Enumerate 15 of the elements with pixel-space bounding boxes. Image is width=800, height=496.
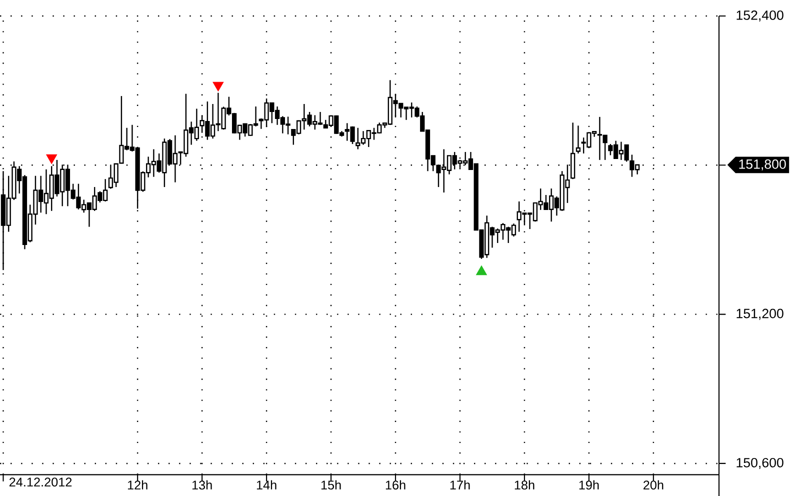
x-axis-title: 24.12.2012 xyxy=(9,478,72,487)
x-tick-label: 13h xyxy=(192,480,212,490)
text: 151,800 xyxy=(739,159,786,170)
x-tick-label: 17h xyxy=(450,480,470,490)
x-tick-label: 15h xyxy=(321,480,341,490)
candlestick xyxy=(576,125,581,154)
x-tick-label: 18h xyxy=(514,480,534,490)
y-tick-label: 152,400 xyxy=(736,10,784,22)
x-tick-label: 16h xyxy=(386,480,406,490)
x-tick-label: 12h xyxy=(128,480,148,490)
x-tick-label: 20h xyxy=(644,480,664,490)
y-tick-label: 150,600 xyxy=(736,458,784,469)
y-tick-label: 151,200 xyxy=(736,308,784,320)
x-tick-label: 19h xyxy=(579,480,599,490)
x-tick-label: 14h xyxy=(256,480,276,490)
